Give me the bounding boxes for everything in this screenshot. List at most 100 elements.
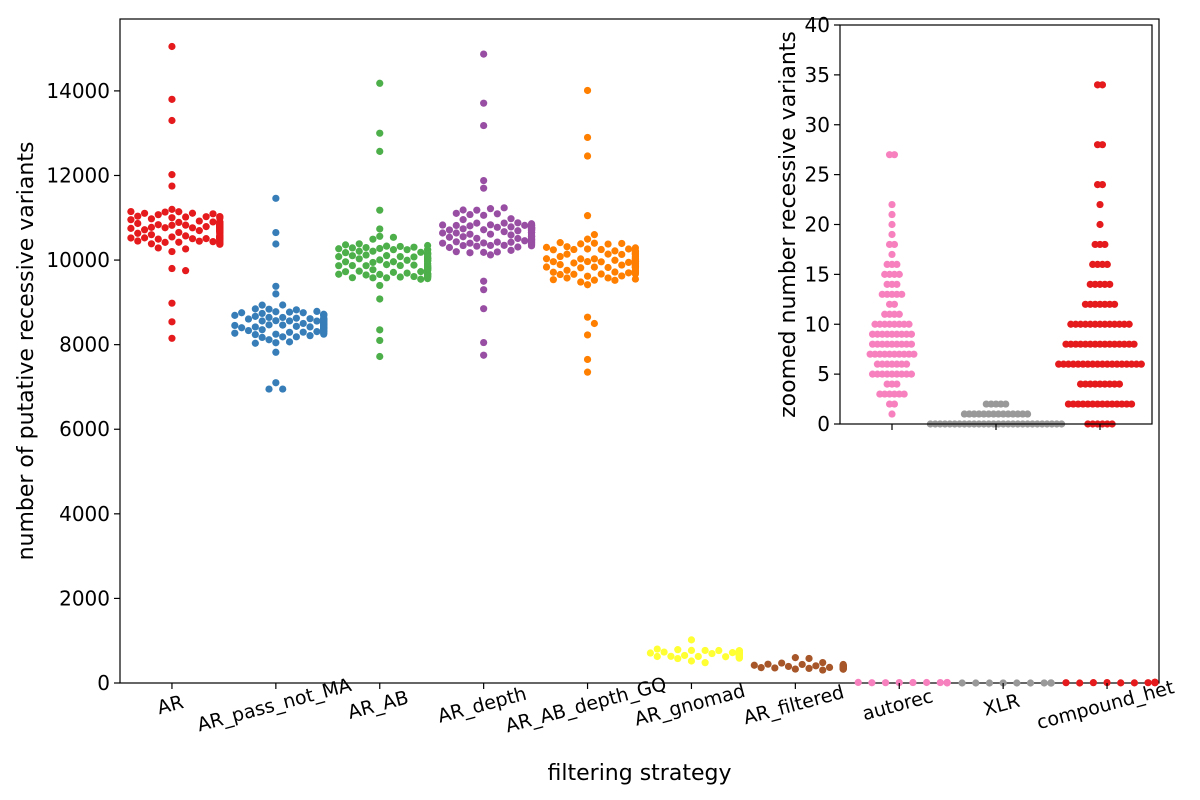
swarm-point [583, 133, 592, 142]
swarm-point [168, 182, 176, 190]
swarm-point [493, 238, 501, 246]
swarm-point [563, 250, 571, 258]
swarm-point [459, 241, 467, 250]
inset-swarm-point [1137, 360, 1145, 368]
swarm-point [127, 234, 135, 242]
swarm-point [403, 269, 411, 277]
swarm-point [972, 679, 980, 687]
swarm-point [341, 258, 350, 266]
swarm-point [486, 221, 495, 229]
swarm-point [1026, 679, 1035, 687]
swarm-point [493, 248, 501, 256]
swarm-point [881, 679, 890, 687]
swarm-point [188, 209, 197, 217]
swarm-point [624, 245, 633, 253]
y-tick-label: 8000 [59, 333, 110, 357]
swarm-point [376, 244, 384, 253]
swarm-point [687, 636, 696, 644]
inset-swarm-point [1002, 400, 1010, 408]
swarm-point [417, 275, 425, 283]
swarm-point [258, 317, 266, 325]
swarm-point [369, 258, 377, 267]
swarm-point [355, 267, 363, 275]
swarm-point [168, 116, 176, 125]
swarm-point [715, 646, 723, 655]
swarm-point [563, 274, 571, 282]
swarm-point [154, 211, 162, 219]
swarm-point [667, 652, 675, 660]
swarm-point [403, 256, 411, 264]
swarm-point [265, 313, 273, 322]
swarm-point [999, 679, 1007, 687]
swarm-point [459, 216, 467, 224]
swarm-point [590, 319, 598, 328]
swarm-point [216, 226, 224, 235]
swarm-point [750, 661, 758, 669]
swarm-point [168, 214, 176, 222]
swarm-point [320, 326, 328, 334]
swarm-point [376, 129, 384, 137]
swarm-point [611, 247, 619, 255]
swarm-point [1117, 679, 1125, 687]
swarm-point [521, 237, 529, 245]
swarm-point [369, 235, 377, 243]
swarm-point [140, 226, 149, 234]
swarm-point [854, 678, 862, 687]
swarm-point [376, 256, 384, 264]
swarm-point [389, 233, 398, 241]
swarm-point [140, 234, 149, 242]
series-XLR [958, 679, 1055, 687]
swarm-point [376, 232, 384, 240]
x-tick-label: XLR [981, 690, 1022, 721]
swarm-point [583, 212, 592, 220]
swarm-point [590, 231, 598, 239]
swarm-point [473, 242, 481, 250]
inset-y-tick-label: 40 [805, 13, 830, 37]
swarm-point [631, 269, 640, 277]
swarm-point [1062, 679, 1070, 687]
inset-swarm-point [898, 290, 906, 298]
swarm-point [376, 281, 384, 290]
swarm-point [500, 204, 508, 212]
swarm-point [480, 286, 488, 294]
inset-series-compound_het [1055, 81, 1145, 428]
swarm-point [556, 239, 564, 247]
swarm-point [1144, 679, 1152, 687]
swarm-point [687, 646, 696, 655]
swarm-point [369, 274, 377, 282]
swarm-point [389, 246, 398, 254]
swarm-point [805, 664, 813, 673]
y-tick-label: 6000 [59, 417, 110, 441]
swarm-point [216, 233, 224, 241]
swarm-point [376, 225, 384, 233]
swarm-point [175, 228, 183, 237]
swarm-point [396, 273, 404, 281]
inset-swarm-point [893, 260, 901, 268]
swarm-point [369, 266, 377, 274]
swarm-point [500, 241, 508, 249]
inset-swarm-point [1106, 280, 1114, 288]
swarm-point [348, 252, 356, 260]
swarm-point [168, 221, 176, 229]
swarm-point [936, 678, 944, 687]
swarm-point [514, 243, 522, 251]
swarm-point [618, 261, 626, 269]
swarm-point [168, 233, 176, 241]
swarm-point [1013, 679, 1021, 687]
swarm-point [563, 243, 571, 251]
swarm-point [604, 274, 612, 282]
swarm-point [341, 249, 350, 257]
swarm-point [722, 653, 730, 661]
x-tick-label: AR_filtered [741, 681, 846, 729]
swarm-point [127, 216, 135, 224]
swarm-point [417, 268, 425, 276]
swarm-point [396, 253, 404, 261]
swarm-point [486, 251, 495, 259]
swarm-point [778, 659, 786, 667]
inset-swarm-point [890, 151, 899, 159]
swarm-point [943, 679, 951, 687]
inset-y-tick-label: 15 [805, 262, 830, 286]
swarm-point [784, 662, 793, 671]
swarm-point [660, 648, 668, 656]
